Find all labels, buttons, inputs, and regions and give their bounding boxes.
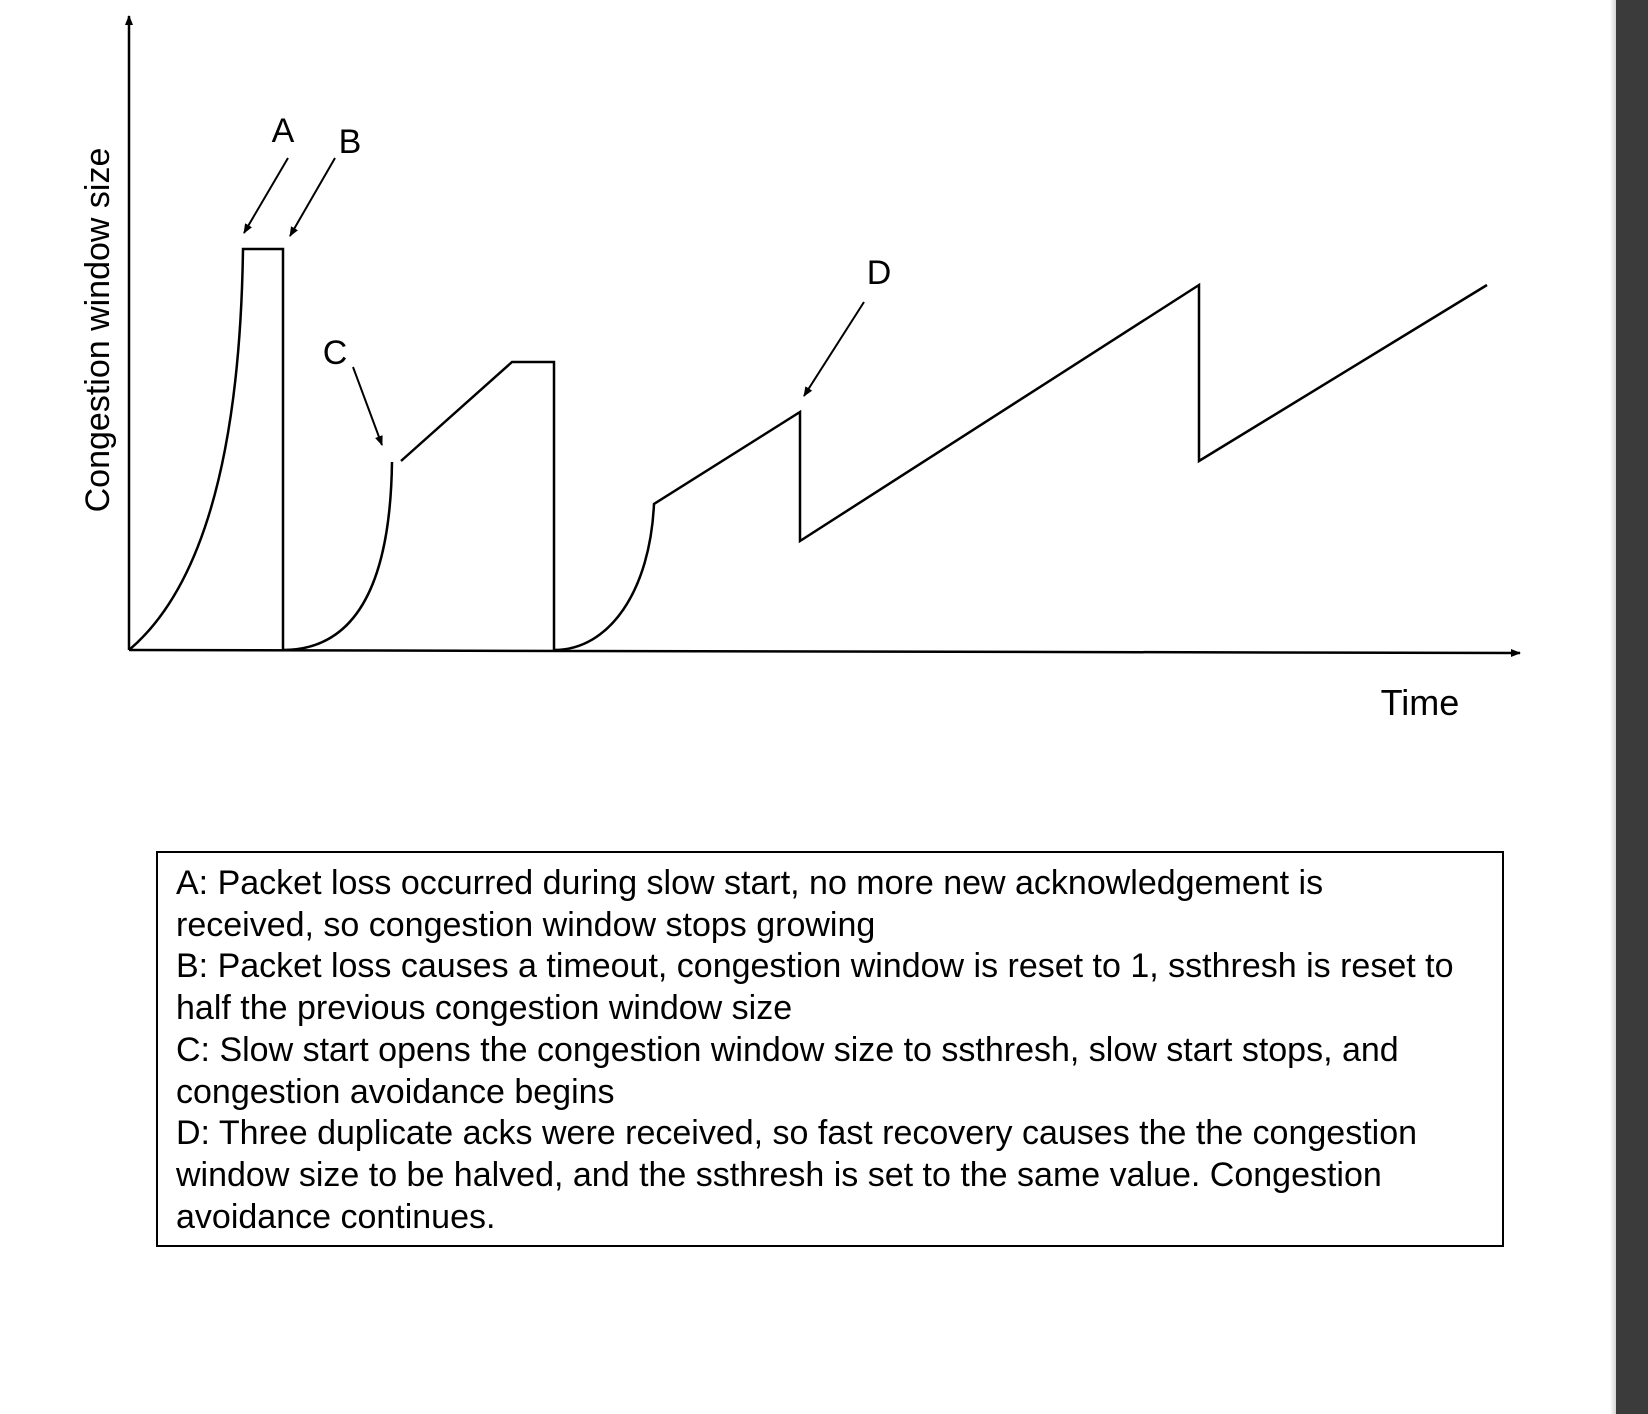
viewer-background-strip	[1616, 0, 1648, 1414]
label-a: A	[272, 112, 295, 150]
x-axis-label: Time	[1381, 682, 1460, 723]
label-b: B	[339, 123, 362, 161]
legend-line: B: Packet loss causes a timeout, congest…	[176, 947, 1454, 986]
legend-line: C: Slow start opens the congestion windo…	[176, 1030, 1399, 1069]
legend-line: received, so congestion window stops gro…	[176, 905, 876, 944]
legend-line: congestion avoidance begins	[176, 1072, 615, 1111]
label-c: C	[323, 334, 348, 372]
congestion-window-diagram: A B C D Congestion window size Time	[79, 15, 1521, 723]
x-axis	[128, 648, 1521, 657]
legend-line: A: Packet loss occurred during slow star…	[176, 864, 1324, 902]
legend-line: D: Three duplicate acks were received, s…	[176, 1114, 1418, 1153]
page-edge-shadow	[1610, 0, 1616, 1414]
legend-line: window size to be halved, and the ssthre…	[176, 1155, 1382, 1194]
label-d: D	[867, 254, 892, 292]
arrow-d	[803, 301, 865, 397]
cwnd-curve	[128, 247, 1488, 652]
arrow-a	[243, 157, 289, 234]
legend-box: A: Packet loss occurred during slow star…	[156, 851, 1504, 1247]
legend-line: avoidance continues.	[176, 1197, 496, 1236]
arrow-c	[352, 366, 383, 446]
y-axis-label: Congestion window size	[79, 148, 117, 513]
arrow-b	[289, 157, 336, 237]
legend-line: half the previous congestion window size	[176, 989, 793, 1028]
